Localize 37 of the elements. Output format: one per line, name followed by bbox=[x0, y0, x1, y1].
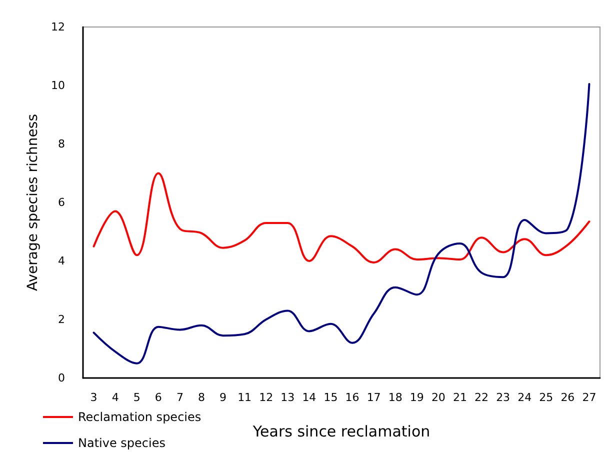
legend-label: Reclamation species bbox=[78, 410, 202, 424]
x-tick-label: 5 bbox=[133, 391, 140, 404]
x-tick-label: 15 bbox=[324, 391, 338, 404]
legend-label: Native species bbox=[78, 436, 166, 450]
x-tick-label: 3 bbox=[90, 391, 98, 404]
x-tick-label: 7 bbox=[176, 391, 184, 404]
x-tick-label: 13 bbox=[280, 391, 295, 404]
y-tick-label: 12 bbox=[51, 20, 65, 34]
x-tick-label: 20 bbox=[431, 391, 446, 404]
x-tick-label: 24 bbox=[518, 391, 532, 404]
x-tick-label: 16 bbox=[345, 391, 360, 404]
x-tick-label: 6 bbox=[154, 391, 162, 404]
x-tick-label: 12 bbox=[259, 391, 274, 404]
x-tick-label: 25 bbox=[539, 391, 554, 404]
x-tick-label: 21 bbox=[452, 391, 467, 404]
x-tick-label: 9 bbox=[220, 391, 227, 404]
x-axis-title: Years since reclamation bbox=[252, 422, 430, 440]
line-series bbox=[92, 172, 590, 264]
x-tick-label: 18 bbox=[388, 391, 402, 404]
y-tick-label: 6 bbox=[58, 196, 65, 209]
y-tick-label: 2 bbox=[58, 313, 65, 326]
line-series bbox=[92, 83, 590, 364]
y-tick-label: 10 bbox=[51, 79, 65, 92]
x-tick-label: 17 bbox=[366, 391, 381, 404]
y-axis-title: Average species richness bbox=[25, 114, 42, 291]
x-tick-label: 27 bbox=[582, 391, 596, 404]
x-tick-label: 23 bbox=[496, 391, 510, 404]
y-tick-label: 4 bbox=[58, 254, 65, 268]
x-tick-label: 14 bbox=[302, 391, 316, 404]
x-tick-label: 4 bbox=[112, 391, 119, 404]
x-tick-label: 26 bbox=[560, 391, 575, 404]
y-tick-label: 8 bbox=[58, 138, 65, 150]
x-tick-label: 22 bbox=[474, 391, 489, 404]
x-tick-label: 8 bbox=[198, 391, 205, 404]
y-tick-label: 0 bbox=[58, 372, 65, 384]
x-tick-label: 19 bbox=[410, 391, 424, 404]
x-tick-label: 11 bbox=[238, 391, 252, 404]
